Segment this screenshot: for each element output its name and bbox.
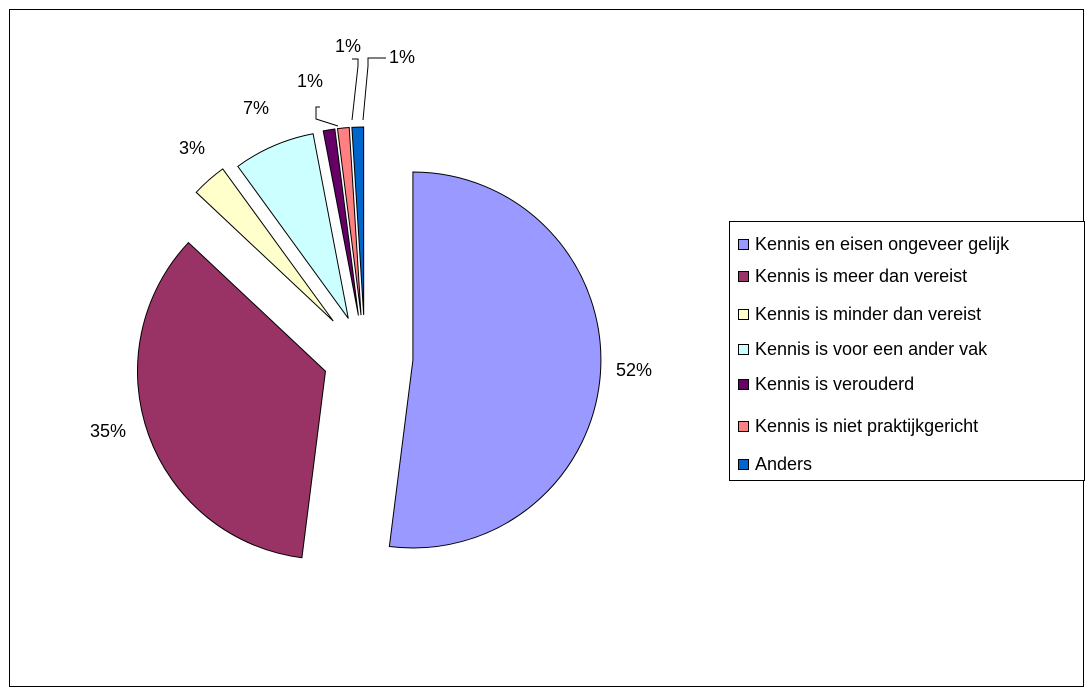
legend-item-kennis-ander-vak: Kennis is voor een ander vak xyxy=(738,337,987,361)
legend-swatch-kennis-meer xyxy=(738,270,749,282)
legend-label-anders: Anders xyxy=(755,453,813,474)
leader-line-anders xyxy=(362,57,386,121)
pct-label-kennis-meer: 35% xyxy=(90,421,126,441)
pie-slice-kennis-verouderd xyxy=(322,128,359,316)
pct-label-kennis-minder: 3% xyxy=(179,138,205,158)
legend-swatch-kennis-verouderd xyxy=(738,378,749,390)
legend-label-kennis-verouderd: Kennis is verouderd xyxy=(755,373,915,394)
legend-label-kennis-meer: Kennis is meer dan vereist xyxy=(755,265,968,286)
legend-label-kennis-niet-praktijk: Kennis is niet praktijkgericht xyxy=(755,415,979,436)
leader-line-kennis-verouderd xyxy=(315,106,339,127)
pct-label-kennis-gelijk: 52% xyxy=(616,360,652,380)
pct-label-anders: 1% xyxy=(389,47,415,67)
legend-swatch-kennis-gelijk xyxy=(738,238,749,250)
legend-item-anders: Anders xyxy=(738,452,812,476)
legend-item-kennis-niet-praktijk: Kennis is niet praktijkgericht xyxy=(738,414,978,438)
pie-slice-kennis-niet-praktijk xyxy=(336,127,362,316)
legend-label-kennis-gelijk: Kennis en eisen ongeveer gelijk xyxy=(755,233,1010,254)
legend-swatch-kennis-minder xyxy=(738,308,749,320)
legend-item-kennis-verouderd: Kennis is verouderd xyxy=(738,372,914,396)
legend-swatch-kennis-ander-vak xyxy=(738,343,749,355)
legend: Kennis en eisen ongeveer gelijk Kennis i… xyxy=(729,221,1085,481)
legend-item-kennis-gelijk: Kennis en eisen ongeveer gelijk xyxy=(738,232,1009,256)
pie-slice-kennis-meer xyxy=(137,241,327,559)
pie-slice-kennis-minder xyxy=(195,168,334,322)
pie-slice-kennis-ander-vak xyxy=(237,133,349,319)
legend-label-kennis-minder: Kennis is minder dan vereist xyxy=(755,303,982,324)
legend-item-kennis-meer: Kennis is meer dan vereist xyxy=(738,264,967,288)
pct-label-kennis-niet-praktijk: 1% xyxy=(335,36,361,56)
pct-label-kennis-ander-vak: 7% xyxy=(243,98,269,118)
legend-label-kennis-ander-vak: Kennis is voor een ander vak xyxy=(755,338,988,359)
legend-item-kennis-minder: Kennis is minder dan vereist xyxy=(738,302,981,326)
pct-label-kennis-verouderd: 1% xyxy=(297,71,323,91)
legend-swatch-kennis-niet-praktijk xyxy=(738,420,749,432)
pie-slice-kennis-gelijk xyxy=(388,171,602,549)
pie-slice-anders xyxy=(351,126,365,316)
legend-swatch-anders xyxy=(738,458,749,470)
leader-line-kennis-niet-praktijk xyxy=(351,58,359,121)
